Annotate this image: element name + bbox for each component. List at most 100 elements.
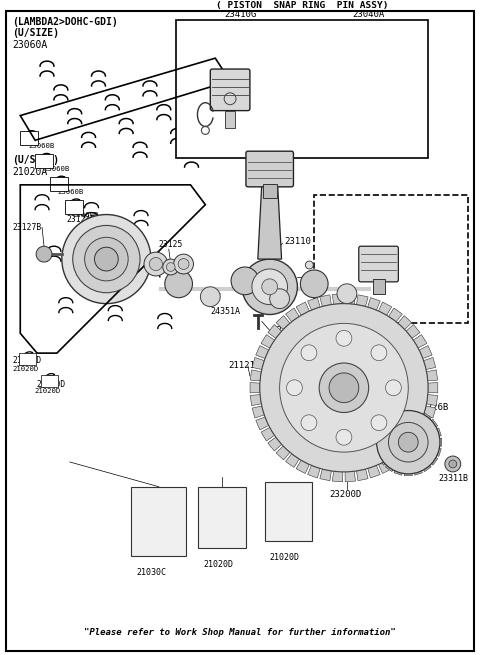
Text: 23412: 23412 — [406, 248, 431, 257]
Polygon shape — [406, 437, 420, 451]
Circle shape — [329, 373, 359, 403]
Polygon shape — [427, 370, 438, 381]
Polygon shape — [427, 394, 438, 405]
Text: 21020A: 21020A — [12, 167, 48, 177]
Circle shape — [144, 252, 168, 276]
Polygon shape — [357, 469, 368, 481]
Circle shape — [371, 415, 387, 431]
Circle shape — [242, 259, 298, 314]
Polygon shape — [413, 335, 427, 348]
Text: 23226B: 23226B — [416, 403, 448, 412]
Polygon shape — [375, 438, 381, 446]
Polygon shape — [345, 293, 356, 305]
Bar — [50, 177, 68, 191]
Text: 23060B: 23060B — [108, 257, 133, 263]
Text: 23040A: 23040A — [352, 10, 385, 18]
Polygon shape — [250, 394, 261, 405]
Polygon shape — [414, 409, 422, 417]
Text: 23060B: 23060B — [58, 189, 84, 195]
Polygon shape — [375, 428, 383, 437]
Polygon shape — [368, 297, 380, 310]
Polygon shape — [413, 428, 427, 441]
Bar — [35, 154, 53, 168]
FancyBboxPatch shape — [359, 246, 398, 282]
Polygon shape — [429, 419, 438, 429]
Circle shape — [336, 330, 352, 346]
Bar — [20, 132, 38, 145]
Text: 23410G: 23410G — [224, 10, 256, 18]
Circle shape — [73, 225, 140, 293]
Polygon shape — [406, 324, 420, 339]
Circle shape — [178, 259, 189, 269]
Text: 21020D: 21020D — [204, 560, 233, 569]
Polygon shape — [286, 308, 299, 322]
Polygon shape — [379, 419, 388, 429]
Text: (U/SIZE): (U/SIZE) — [12, 155, 60, 165]
Polygon shape — [429, 456, 438, 465]
Text: 23200D: 23200D — [329, 490, 361, 499]
Polygon shape — [433, 428, 441, 437]
FancyBboxPatch shape — [210, 69, 250, 111]
Polygon shape — [261, 428, 275, 441]
Text: 21020D: 21020D — [12, 366, 38, 372]
Polygon shape — [375, 447, 383, 457]
Text: 23410A: 23410A — [375, 217, 407, 225]
Polygon shape — [419, 417, 432, 430]
Text: 23060B: 23060B — [87, 234, 114, 240]
Bar — [65, 200, 83, 214]
Text: 23122A: 23122A — [67, 274, 96, 284]
Polygon shape — [419, 346, 432, 358]
Circle shape — [385, 380, 401, 396]
Circle shape — [377, 411, 440, 474]
Bar — [314, 195, 468, 324]
Circle shape — [336, 429, 352, 445]
Circle shape — [305, 261, 313, 269]
Text: 23060B: 23060B — [43, 166, 69, 172]
Polygon shape — [332, 471, 343, 482]
Circle shape — [149, 257, 162, 271]
Polygon shape — [422, 413, 431, 422]
Text: ( PISTON  SNAP RING  PIN ASSY): ( PISTON SNAP RING PIN ASSY) — [216, 1, 388, 10]
Polygon shape — [398, 316, 412, 329]
Polygon shape — [433, 447, 441, 457]
Circle shape — [260, 304, 428, 472]
Circle shape — [95, 247, 118, 271]
Polygon shape — [332, 293, 343, 305]
Polygon shape — [252, 406, 264, 418]
Text: 23414: 23414 — [195, 29, 220, 39]
Polygon shape — [308, 297, 320, 310]
Circle shape — [84, 237, 128, 281]
Circle shape — [231, 267, 259, 295]
Text: 23412: 23412 — [240, 29, 265, 39]
Text: 21020D: 21020D — [270, 553, 300, 562]
Text: 21020D: 21020D — [12, 356, 42, 365]
Circle shape — [398, 432, 418, 452]
Circle shape — [388, 422, 428, 462]
Bar — [131, 487, 186, 556]
Polygon shape — [378, 460, 392, 474]
Polygon shape — [436, 438, 442, 446]
Circle shape — [445, 456, 461, 472]
Polygon shape — [398, 446, 412, 460]
Circle shape — [270, 289, 289, 309]
Circle shape — [62, 215, 151, 304]
Polygon shape — [394, 409, 403, 417]
Polygon shape — [423, 406, 436, 418]
Circle shape — [319, 363, 369, 413]
Text: 23060B: 23060B — [73, 212, 99, 217]
Polygon shape — [389, 454, 402, 468]
Text: 21020D: 21020D — [34, 388, 60, 394]
Polygon shape — [385, 462, 395, 472]
Text: 23414: 23414 — [260, 89, 285, 98]
Polygon shape — [258, 184, 282, 259]
Circle shape — [279, 324, 408, 452]
Polygon shape — [308, 465, 320, 478]
Circle shape — [301, 415, 317, 431]
Text: 23110: 23110 — [285, 236, 312, 246]
Bar — [225, 111, 235, 128]
Text: 21030C: 21030C — [136, 568, 166, 577]
Text: (PISTON  PIN ASSY): (PISTON PIN ASSY) — [343, 202, 439, 212]
Polygon shape — [256, 346, 269, 358]
Polygon shape — [389, 308, 402, 322]
Circle shape — [337, 284, 357, 304]
